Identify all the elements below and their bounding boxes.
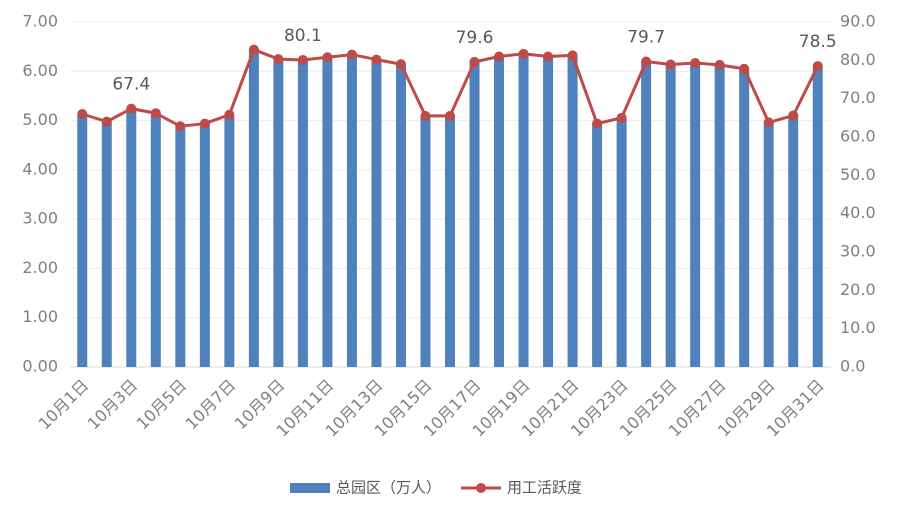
line-marker xyxy=(543,51,554,62)
line-marker xyxy=(395,59,406,70)
x-tick-label: 10月5日 xyxy=(133,376,191,434)
data-label: 67.4 xyxy=(112,75,150,95)
x-tick-label: 10月3日 xyxy=(84,376,142,434)
legend-swatch xyxy=(476,483,487,493)
x-tick-label: 10月1日 xyxy=(35,376,93,434)
bar xyxy=(175,125,186,367)
bar xyxy=(297,59,308,367)
bar xyxy=(445,115,455,368)
line-marker xyxy=(763,117,774,128)
line-marker xyxy=(494,51,505,62)
bar xyxy=(690,62,701,368)
y-tick-label: 6.00 xyxy=(22,61,58,80)
bar xyxy=(346,55,357,368)
bar xyxy=(395,63,406,368)
line-marker xyxy=(665,59,676,70)
y2-tick-label: 0.0 xyxy=(840,357,865,376)
bar xyxy=(273,58,284,367)
bar xyxy=(77,115,88,368)
y-tick-label: 3.00 xyxy=(22,209,58,228)
bar xyxy=(420,115,431,368)
bar xyxy=(788,115,799,368)
y2-tick-label: 70.0 xyxy=(840,88,876,107)
bar xyxy=(101,122,112,367)
bar xyxy=(494,56,505,367)
bar xyxy=(812,66,823,367)
bar xyxy=(567,55,578,368)
line-marker xyxy=(616,112,627,123)
y-tick-label: 4.00 xyxy=(22,159,58,178)
line-marker xyxy=(812,61,823,72)
line-marker xyxy=(248,44,259,55)
bar xyxy=(616,118,627,367)
y2-tick-label: 20.0 xyxy=(840,280,876,299)
bar xyxy=(641,61,652,368)
bar xyxy=(150,113,161,367)
line-marker xyxy=(77,109,88,119)
bar xyxy=(199,123,210,368)
y-tick-label: 0.00 xyxy=(22,357,58,376)
y2-tick-label: 50.0 xyxy=(840,165,876,184)
y-tick-label: 2.00 xyxy=(22,258,58,277)
x-tick-label: 10月7日 xyxy=(182,376,240,434)
bar xyxy=(224,115,235,368)
legend-label: 用工活跃度 xyxy=(507,479,582,497)
bar xyxy=(469,61,480,368)
data-label: 79.7 xyxy=(627,27,665,47)
y-tick-label: 7.00 xyxy=(22,12,58,31)
bar xyxy=(763,122,774,367)
line-marker xyxy=(101,116,112,127)
bar xyxy=(739,68,750,368)
line-marker xyxy=(126,103,137,114)
data-label: 78.5 xyxy=(799,32,837,52)
bar xyxy=(665,63,676,368)
y-tick-label: 5.00 xyxy=(22,110,58,129)
legend-swatch xyxy=(290,483,330,493)
line-marker xyxy=(224,109,235,120)
line-marker xyxy=(445,110,455,121)
line-marker xyxy=(567,50,578,61)
bar xyxy=(322,57,333,367)
y2-tick-label: 10.0 xyxy=(840,318,876,337)
line-marker xyxy=(371,54,382,65)
line-marker xyxy=(420,110,431,121)
y2-tick-label: 80.0 xyxy=(840,50,876,69)
line-marker xyxy=(273,54,284,65)
y2-tick-label: 90.0 xyxy=(840,12,876,31)
line-marker xyxy=(739,63,750,74)
line-marker xyxy=(150,108,161,119)
line-marker xyxy=(592,118,603,129)
data-label: 79.6 xyxy=(456,28,494,48)
bar xyxy=(371,59,382,367)
y2-tick-label: 30.0 xyxy=(840,242,876,261)
line-marker xyxy=(199,118,210,129)
line-marker xyxy=(175,121,186,132)
line-marker xyxy=(714,59,725,70)
line-marker xyxy=(518,48,529,59)
line-marker xyxy=(346,49,357,60)
line-marker xyxy=(297,54,308,65)
bar xyxy=(543,56,554,367)
bar xyxy=(592,123,603,368)
data-label: 80.1 xyxy=(284,26,322,46)
bar xyxy=(248,49,259,367)
line-marker xyxy=(322,52,333,63)
y2-tick-label: 40.0 xyxy=(840,203,876,222)
line-marker xyxy=(690,58,701,69)
line-marker xyxy=(788,110,799,121)
legend-label: 总园区（万人） xyxy=(336,479,441,497)
line-marker xyxy=(641,56,652,67)
y-tick-label: 1.00 xyxy=(22,307,58,326)
line-marker xyxy=(469,56,480,67)
bar xyxy=(518,54,529,368)
bar xyxy=(714,64,725,367)
y2-tick-label: 60.0 xyxy=(840,127,876,146)
bar xyxy=(126,108,137,367)
